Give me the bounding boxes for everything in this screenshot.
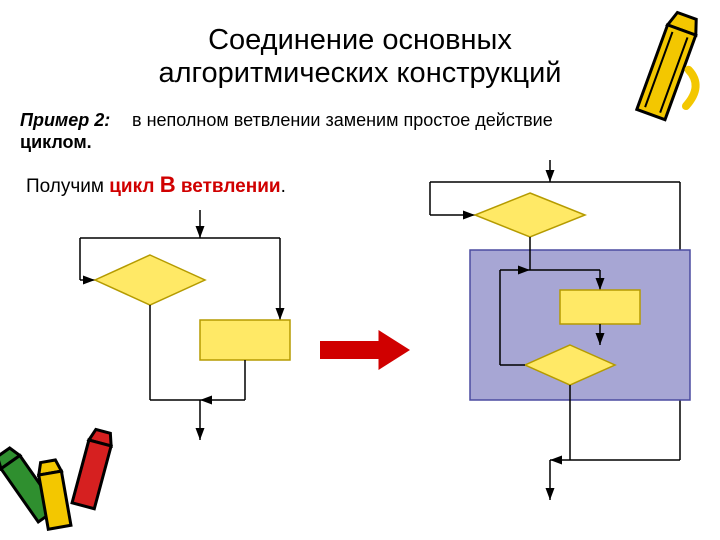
result-bigB: В bbox=[160, 172, 176, 197]
result-prefix: Получим bbox=[26, 176, 109, 197]
result-branch: ветвлении bbox=[176, 176, 281, 197]
title-line2: алгоритмических конструкций bbox=[159, 57, 562, 89]
result-suffix: . bbox=[281, 176, 286, 197]
example-text2: циклом. bbox=[20, 132, 92, 153]
left-flowchart bbox=[20, 210, 340, 470]
big-arrow-icon bbox=[320, 330, 410, 370]
right-flowchart bbox=[400, 160, 700, 530]
result-cycle: цикл bbox=[109, 176, 159, 197]
example-text: в неполном ветвлении заменим простое дей… bbox=[132, 110, 553, 131]
example-label: Пример 2: bbox=[20, 110, 110, 131]
title-line1: Соединение основных bbox=[208, 24, 512, 56]
page-title: Соединение основных алгоритмических конс… bbox=[0, 24, 720, 91]
result-line: Получим цикл В ветвлении. bbox=[26, 172, 286, 198]
crayon-yellow-icon bbox=[626, 4, 716, 144]
